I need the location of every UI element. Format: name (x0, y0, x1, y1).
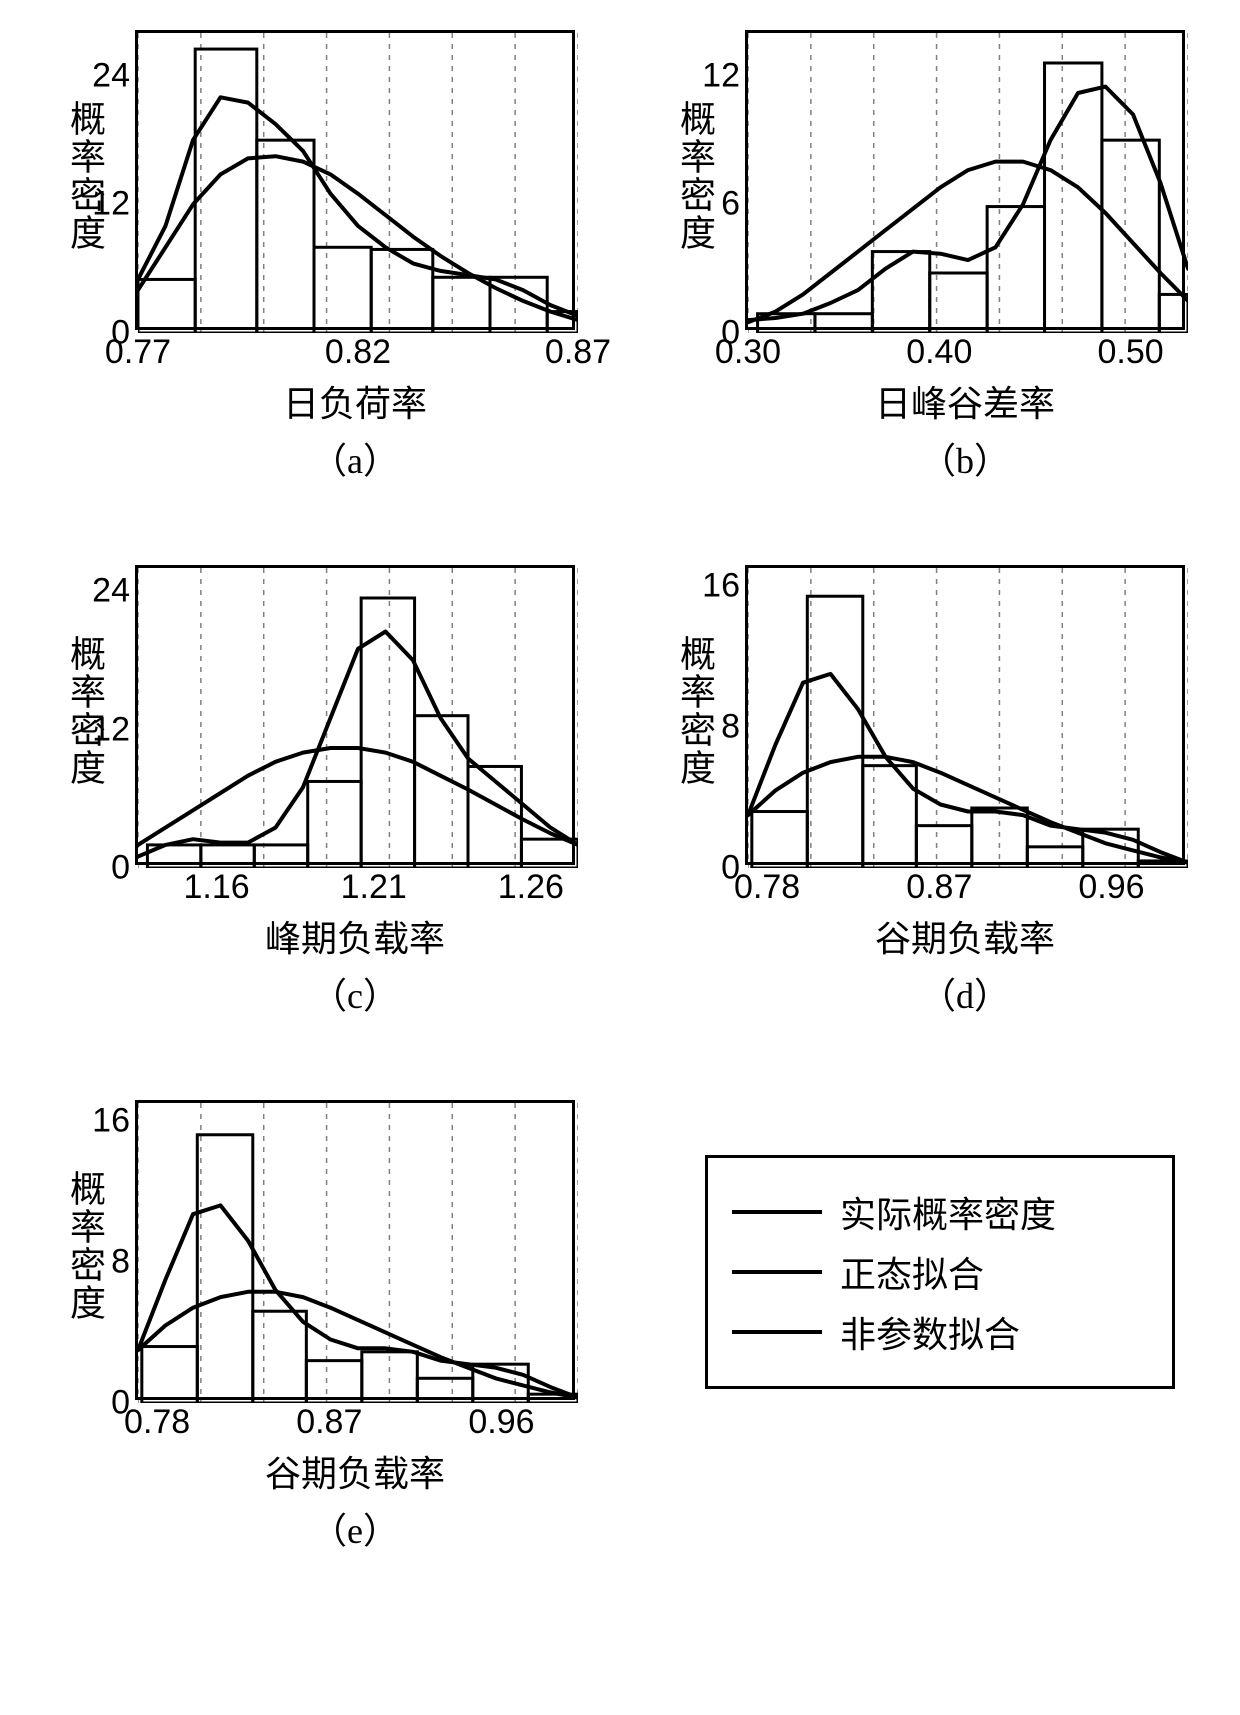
ylabel: 概率密度 (669, 635, 721, 787)
legend-label: 实际概率密度 (840, 1186, 1056, 1238)
xlabel: 谷期负载率 (875, 910, 1055, 962)
nonparam-fit-curve (138, 97, 578, 316)
xtick: 0.78 (734, 868, 800, 907)
histogram-bar (415, 716, 468, 868)
histogram-bar (371, 249, 433, 333)
chart-area: 06120.300.400.50 (745, 30, 1185, 330)
xtick: 0.78 (124, 1403, 190, 1442)
ytick: 16 (92, 1101, 130, 1140)
histogram-bar (314, 247, 371, 333)
legend-row: 实际概率密度 (732, 1186, 1148, 1238)
chart-svg (748, 33, 1188, 333)
ylabel: 概率密度 (59, 1170, 111, 1322)
histogram-bar (308, 781, 361, 868)
legend-label: 正态拟合 (840, 1246, 984, 1298)
xtick: 1.16 (183, 868, 249, 907)
legend-line-icon (732, 1330, 822, 1334)
ytick: 12 (92, 185, 130, 224)
chart-panel-e: 概率密度08160.780.870.96谷期负载率（e） (135, 1100, 575, 1400)
ytick: 12 (702, 56, 740, 95)
xtick: 0.40 (906, 333, 972, 372)
chart-area: 012240.770.820.87 (135, 30, 575, 330)
histogram-bar (257, 140, 314, 333)
histogram-bar (142, 1347, 197, 1403)
xtick: 1.21 (341, 868, 407, 907)
xtick: 0.50 (1098, 333, 1164, 372)
histogram-bar (306, 1361, 361, 1403)
xtick: 0.96 (1078, 868, 1144, 907)
normal-fit-curve (748, 162, 1188, 323)
xlabel: 峰期负载率 (265, 910, 445, 962)
histogram-bar (138, 279, 195, 333)
xtick: 0.96 (468, 1403, 534, 1442)
ytick: 16 (702, 566, 740, 605)
histogram-bar (916, 826, 971, 868)
histogram-bar (1102, 140, 1159, 333)
chart-panel-a: 概率密度012240.770.820.87日负荷率（a） (135, 30, 575, 330)
ytick: 12 (92, 710, 130, 749)
legend-line-icon (732, 1210, 822, 1214)
xtick: 0.77 (105, 333, 171, 372)
histogram-bar (1027, 847, 1082, 868)
ytick: 6 (721, 185, 740, 224)
histogram-bar (197, 1135, 252, 1403)
ytick: 8 (721, 707, 740, 746)
xlabel: 日负荷率 (283, 375, 427, 427)
histogram-bar (253, 1311, 307, 1403)
panel-sublabel: （a） (311, 432, 399, 484)
histogram-bar (815, 314, 872, 333)
histogram-bar (417, 1378, 472, 1403)
chart-area: 012241.161.211.26 (135, 565, 575, 865)
xtick: 0.87 (906, 868, 972, 907)
histogram-bar (254, 845, 307, 868)
panel-sublabel: （c） (311, 967, 399, 1019)
ytick: 24 (92, 572, 130, 611)
chart-svg (138, 568, 578, 868)
xtick: 0.30 (715, 333, 781, 372)
histogram-bar (201, 845, 254, 868)
legend-row: 正态拟合 (732, 1246, 1148, 1298)
chart-panel-c: 概率密度012241.161.211.26峰期负载率（c） (135, 565, 575, 865)
chart-area: 08160.780.870.96 (745, 565, 1185, 865)
histogram-bar (987, 207, 1044, 333)
xtick: 0.87 (545, 333, 611, 372)
normal-fit-curve (138, 1292, 578, 1398)
xtick: 0.82 (325, 333, 391, 372)
chart-panel-d: 概率密度08160.780.870.96谷期负载率（d） (745, 565, 1185, 865)
panel-sublabel: （e） (311, 1502, 399, 1554)
chart-svg (138, 1103, 578, 1403)
histogram-bar (872, 252, 929, 333)
histogram-bar (1159, 294, 1188, 333)
xlabel: 谷期负载率 (265, 1445, 445, 1497)
legend-line-icon (732, 1270, 822, 1274)
legend-label: 非参数拟合 (840, 1306, 1020, 1358)
histogram-bar (361, 598, 414, 868)
chart-area: 08160.780.870.96 (135, 1100, 575, 1400)
ylabel: 概率密度 (59, 100, 111, 252)
normal-fit-curve (138, 156, 578, 320)
ytick: 8 (111, 1242, 130, 1281)
panel-sublabel: （b） (920, 432, 1010, 484)
ylabel: 概率密度 (669, 100, 721, 252)
ytick: 24 (92, 56, 130, 95)
legend: 实际概率密度正态拟合非参数拟合 (705, 1155, 1175, 1389)
histogram-bar (433, 277, 490, 333)
panel-sublabel: （d） (920, 967, 1010, 1019)
xtick: 0.87 (296, 1403, 362, 1442)
histogram-bar (930, 273, 987, 333)
histogram-bar (807, 596, 862, 868)
histogram-bar (752, 812, 807, 868)
chart-svg (138, 33, 578, 333)
chart-svg (748, 568, 1188, 868)
ytick: 0 (111, 849, 130, 888)
xlabel: 日峰谷差率 (875, 375, 1055, 427)
legend-row: 非参数拟合 (732, 1306, 1148, 1358)
xtick: 1.26 (498, 868, 564, 907)
nonparam-fit-curve (138, 632, 578, 857)
chart-panel-b: 概率密度06120.300.400.50日峰谷差率（b） (745, 30, 1185, 330)
